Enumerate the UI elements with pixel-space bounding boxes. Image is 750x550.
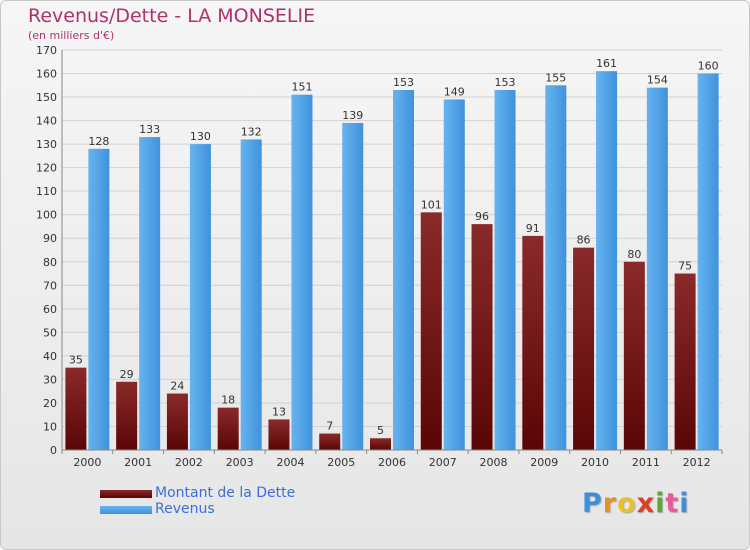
y-tick-label: 120: [36, 162, 57, 175]
x-tick-label: 2009: [530, 456, 558, 469]
y-tick-label: 60: [43, 303, 57, 316]
data-label-revenus: 139: [342, 109, 363, 122]
y-tick-label: 20: [43, 397, 57, 410]
bar-revenus: [596, 71, 618, 451]
legend-swatch-revenus: [100, 506, 152, 514]
bar-dette: [471, 224, 493, 450]
data-label-dette: 86: [577, 234, 591, 247]
bar-revenus: [646, 87, 668, 450]
y-tick-label: 10: [43, 420, 57, 433]
data-label-revenus: 130: [190, 130, 211, 143]
data-label-revenus: 154: [647, 74, 668, 87]
x-tick-label: 2007: [429, 456, 457, 469]
data-label-dette: 101: [421, 198, 442, 211]
x-tick-label: 2012: [683, 456, 711, 469]
legend-label-revenus: Revenus: [155, 501, 215, 517]
data-label-dette: 80: [627, 248, 641, 261]
y-tick-label: 90: [43, 232, 57, 245]
data-label-dette: 13: [272, 405, 286, 418]
x-tick-label: 2008: [480, 456, 508, 469]
y-tick-label: 80: [43, 256, 57, 269]
data-label-revenus: 149: [444, 85, 465, 98]
data-label-dette: 24: [170, 380, 184, 393]
data-label-dette: 96: [475, 210, 489, 223]
data-label-revenus: 128: [88, 135, 109, 148]
legend-swatch-dette: [100, 490, 152, 498]
bar-revenus: [443, 99, 465, 450]
y-tick-label: 0: [50, 444, 57, 457]
bar-dette: [522, 235, 544, 450]
x-tick-label: 2005: [327, 456, 355, 469]
bar-dette: [116, 381, 138, 450]
grid-lines: [62, 49, 722, 451]
x-tick-label: 2011: [632, 456, 660, 469]
y-tick-label: 70: [43, 279, 57, 292]
axes: 0 10 20 30 40 50 60 70 80 90 100 110 120 130 140 150 160…: [36, 44, 723, 469]
y-tick-label: 160: [36, 68, 57, 81]
y-tick-label: 30: [43, 373, 57, 386]
bar-dette: [674, 273, 696, 450]
chart-subtitle: (en milliers d'€): [28, 29, 115, 42]
bar-dette: [217, 407, 239, 450]
bar-dette: [166, 393, 188, 450]
data-label-dette: 5: [377, 424, 384, 437]
y-tick-label: 170: [36, 44, 57, 57]
data-label-dette: 35: [69, 354, 83, 367]
y-tick-label: 150: [36, 91, 57, 104]
bar-revenus: [88, 148, 110, 450]
data-label-dette: 75: [678, 260, 692, 273]
bar-dette: [268, 419, 290, 450]
y-tick-label: 40: [43, 350, 57, 363]
y-tick-label: 110: [36, 185, 57, 198]
bar-dette: [370, 438, 391, 450]
bar-revenus: [240, 139, 262, 451]
bars: [65, 71, 719, 451]
x-tick-label: 2004: [276, 456, 304, 469]
data-labels: 35 128 29 133 24 130 18 132 13 151 7 139 5 153 101 149 9…: [69, 57, 719, 437]
x-tick-label: 2001: [124, 456, 152, 469]
bar-revenus: [342, 122, 364, 451]
bar-revenus: [139, 137, 161, 450]
data-label-revenus: 160: [698, 60, 719, 73]
legend-label-dette: Montant de la Dette: [155, 485, 296, 501]
y-tick-label: 140: [36, 115, 57, 128]
x-tick-label: 2003: [226, 456, 254, 469]
bar-revenus: [291, 94, 313, 451]
data-label-revenus: 153: [495, 76, 516, 89]
bar-revenus: [697, 73, 719, 450]
y-tick-label: 100: [36, 209, 57, 222]
data-label-dette: 7: [326, 420, 333, 433]
y-tick-label: 130: [36, 138, 57, 151]
bar-revenus: [494, 90, 516, 450]
data-label-revenus: 155: [545, 71, 566, 84]
data-label-revenus: 161: [596, 57, 617, 70]
x-tick-label: 2002: [175, 456, 203, 469]
bar-dette: [573, 247, 595, 450]
data-label-revenus: 133: [139, 123, 160, 136]
data-label-revenus: 153: [393, 76, 414, 89]
data-label-dette: 91: [526, 222, 540, 235]
data-label-revenus: 132: [241, 125, 262, 138]
x-tick-label: 2000: [73, 456, 101, 469]
data-label-dette: 18: [221, 394, 235, 407]
bar-dette: [420, 212, 442, 450]
bar-dette: [623, 261, 645, 450]
bar-revenus: [393, 90, 414, 450]
chart-title: Revenus/Dette - LA MONSELIE: [28, 5, 316, 27]
y-tick-label: 50: [43, 326, 57, 339]
bar-revenus: [545, 85, 567, 450]
proxiti-logo: Proxiti: [582, 488, 690, 519]
bar-revenus: [189, 144, 211, 450]
bar-dette: [319, 433, 341, 450]
bar-dette: [65, 367, 87, 450]
data-label-revenus: 151: [291, 81, 312, 94]
data-label-dette: 29: [120, 368, 134, 381]
x-tick-label: 2006: [378, 456, 406, 469]
x-tick-label: 2010: [581, 456, 609, 469]
